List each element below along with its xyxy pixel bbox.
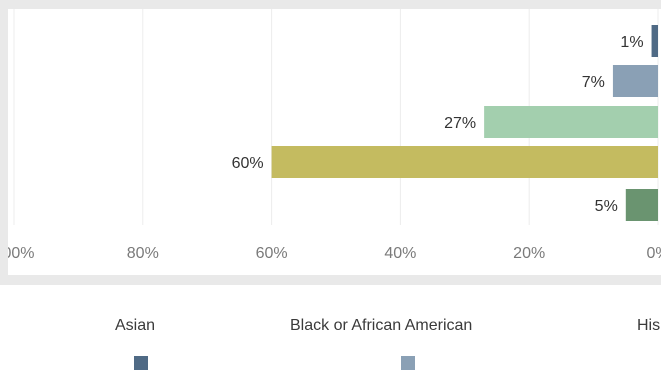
bar-chart: 1% 7% 27% 60% 5% 100% 80% 60% 40% 20% 0% [8,9,661,262]
data-label-asian: 1% [620,34,643,51]
bar-hispanic [484,106,658,138]
tick-label-0: 0% [646,245,661,262]
tick-label-20: 20% [513,245,545,262]
legend-swatch-asian [134,356,148,370]
data-label-black-or-african-american: 7% [582,74,605,91]
data-label-other: 5% [595,198,618,215]
data-label-white: 60% [232,155,264,172]
legend-label-asian: Asian [115,317,156,334]
tick-label-40: 40% [384,245,416,262]
bar-asian [651,25,658,57]
bar-black-or-african-american [612,65,658,97]
legend-swatch-black-or-african-american [401,356,415,370]
data-label-hispanic: 27% [444,115,476,132]
bar-white [271,146,658,178]
chart-panel: 1% 7% 27% 60% 5% 100% 80% 60% 40% 20% 0% [8,9,661,275]
bar-other [625,189,658,221]
tick-label-100: 100% [8,245,34,262]
legend-label-black-or-african-american: Black or African American [290,317,473,334]
legend-label-hispanic: His [637,317,661,334]
chart-frame: 1% 7% 27% 60% 5% 100% 80% 60% 40% 20% 0% [0,0,661,285]
tick-label-80: 80% [127,245,159,262]
tick-label-60: 60% [256,245,288,262]
